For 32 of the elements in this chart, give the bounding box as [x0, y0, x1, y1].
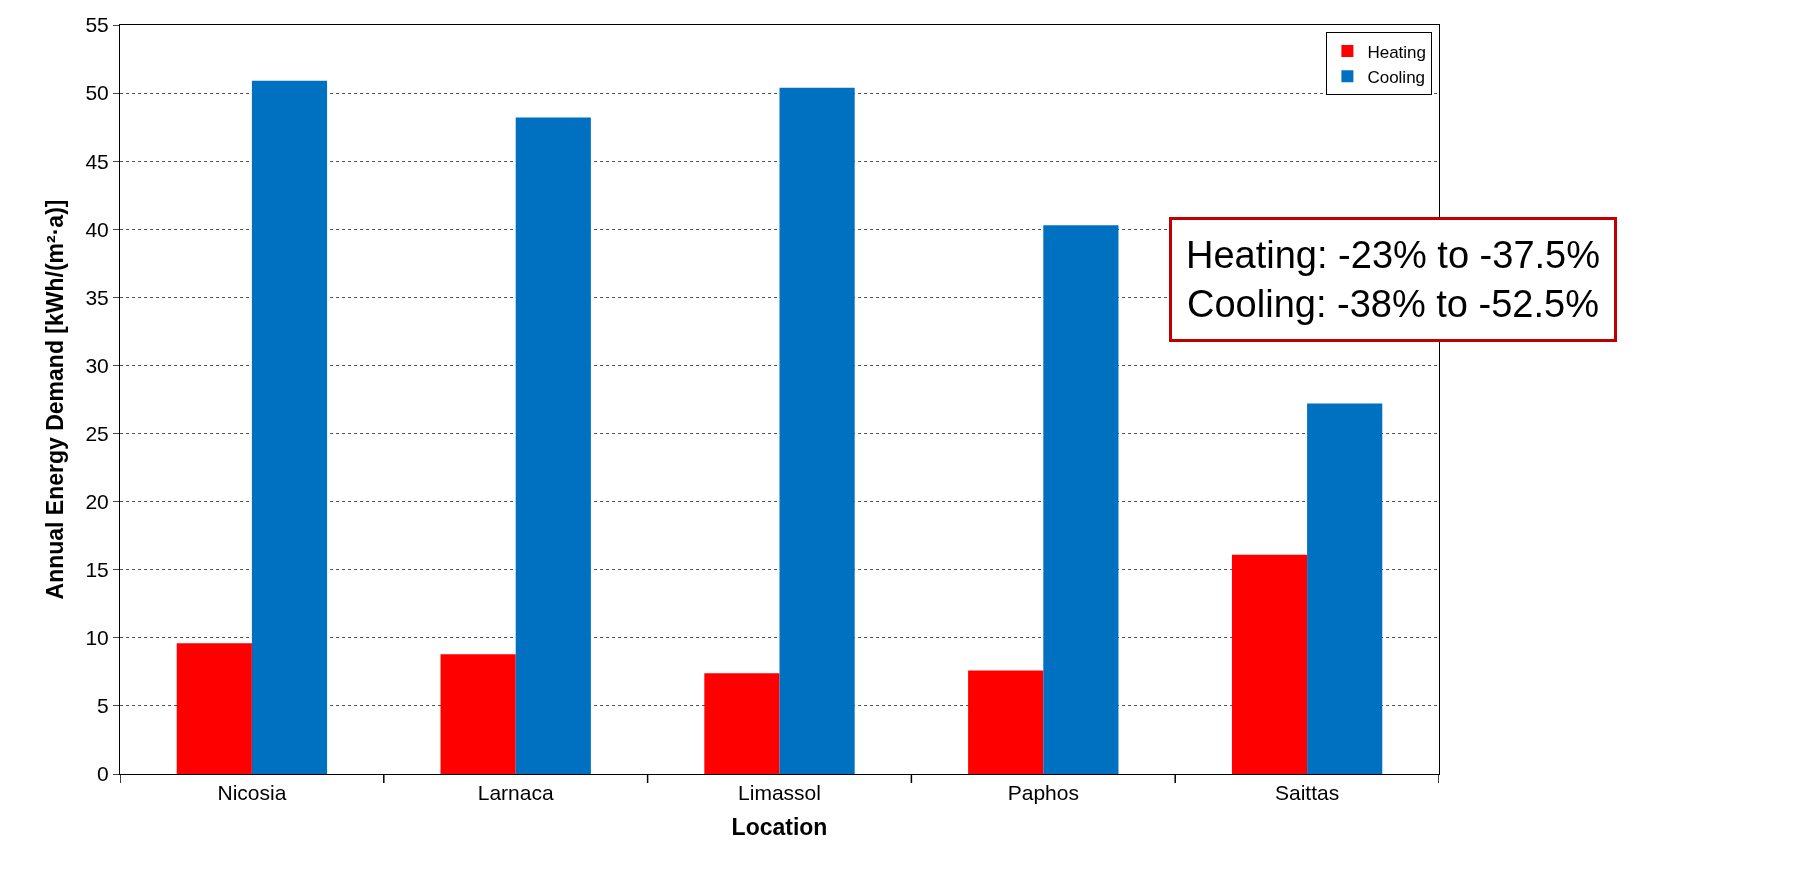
legend-label: Heating — [1367, 42, 1427, 62]
x-tick-label: Larnaca — [477, 781, 554, 805]
y-tick-label: 55 — [85, 13, 109, 37]
bar — [515, 117, 591, 774]
y-tick-label: 20 — [85, 489, 109, 513]
y-tick-label: 40 — [85, 217, 109, 241]
bar — [251, 80, 328, 774]
bar — [176, 643, 252, 774]
bar — [1307, 403, 1383, 774]
y-tick-label: 5 — [97, 694, 109, 718]
bar — [779, 87, 855, 774]
y-tick-label: 0 — [97, 762, 109, 786]
x-tick-label: Saittas — [1275, 781, 1340, 805]
y-tick-label: 15 — [85, 558, 109, 582]
annotation: Heating: -23% to -37.5% Cooling: -38% to -52.5% — [1186, 234, 1601, 326]
y-tick-label: 30 — [85, 353, 109, 377]
bar — [968, 670, 1044, 774]
x-tick-label: Limassol — [738, 781, 821, 805]
y-tick-label: 25 — [85, 421, 109, 445]
x-axis-title: Location — [731, 813, 828, 840]
y-tick-label: 35 — [85, 285, 109, 309]
legend-label: Cooling — [1367, 67, 1426, 87]
bar — [1231, 554, 1308, 774]
y-tick-label: 10 — [85, 626, 109, 650]
y-axis-title: Annual Energy Demand [kWh/(m²·a)] — [41, 199, 68, 600]
bar — [1043, 225, 1119, 774]
bar — [704, 673, 780, 774]
x-tick-label: Paphos — [1007, 781, 1079, 805]
bar — [440, 654, 516, 774]
y-tick-label: 45 — [85, 149, 109, 173]
y-tick-label: 50 — [85, 81, 109, 105]
x-tick-label: Nicosia — [217, 781, 287, 805]
